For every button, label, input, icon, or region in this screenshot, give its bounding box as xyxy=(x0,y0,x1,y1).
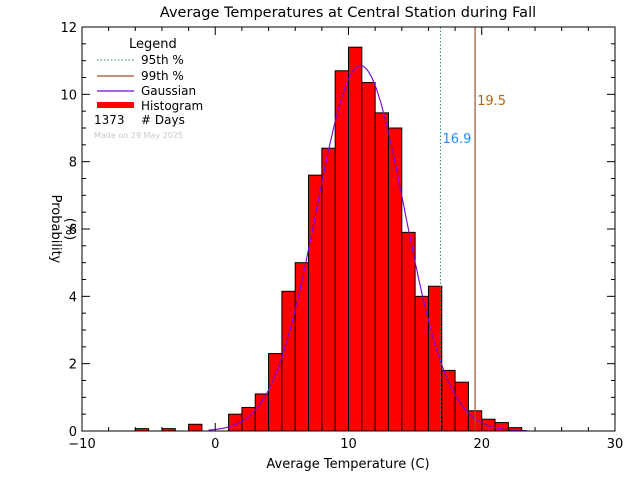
gaussian-curve xyxy=(208,65,528,432)
histogram-bar-10 xyxy=(321,147,336,432)
histogram-bar-4 xyxy=(241,406,256,432)
legend-swatch-histogram xyxy=(97,102,134,108)
histogram-bar-7 xyxy=(281,290,296,432)
histogram-bar-12 xyxy=(348,46,363,432)
histogram-bar-8 xyxy=(294,262,310,432)
legend-count-value: 1373 xyxy=(94,113,125,127)
legend-entry-histogram: Histogram xyxy=(141,99,203,113)
histogram-bar-20 xyxy=(454,381,469,432)
histogram-bar-13 xyxy=(361,82,376,432)
y-tick-label: 2 xyxy=(69,358,77,373)
y-tick-label: 6 xyxy=(69,223,77,238)
x-axis-label: Average Temperature (C) xyxy=(266,457,429,472)
legend-entry-p99: 99th % xyxy=(141,69,184,83)
y-tick-label: 8 xyxy=(69,156,77,171)
y-tick-label: 12 xyxy=(60,21,77,36)
chart-title: Average Temperatures at Central Station … xyxy=(160,5,536,21)
histogram-bar-19 xyxy=(441,369,456,432)
legend: Legend 95th % 99th % Gaussian Histogram … xyxy=(94,37,203,140)
y-tick-label: 0 xyxy=(69,425,77,440)
histogram-bar-17 xyxy=(414,295,429,432)
y-axis-label-group: Probability (%) xyxy=(48,195,77,264)
legend-title: Legend xyxy=(129,37,177,52)
histogram-bar-2 xyxy=(188,423,203,432)
legend-entry-gaussian: Gaussian xyxy=(141,84,196,98)
histogram-bar-6 xyxy=(268,353,283,432)
made-on-note: Made on 29 May 2025 xyxy=(94,131,183,140)
histogram-bar-16 xyxy=(401,231,416,432)
histogram-bar-11 xyxy=(334,70,349,432)
legend-count-label: # Days xyxy=(141,113,185,127)
y-tick-label: 10 xyxy=(60,88,77,103)
histogram-bar-15 xyxy=(387,127,403,432)
y-axis-label: Probability xyxy=(48,195,63,264)
x-tick-label: 10 xyxy=(340,437,357,452)
p95-value-label: 16.9 xyxy=(442,132,471,147)
x-tick-label: 20 xyxy=(473,437,490,452)
histogram-bar-22 xyxy=(481,418,496,432)
x-tick-label: 30 xyxy=(607,437,624,452)
legend-entry-p95: 95th % xyxy=(141,53,184,67)
x-tick-label: −10 xyxy=(68,437,95,452)
p99-value-label: 19.5 xyxy=(477,94,506,109)
x-tick-label: 0 xyxy=(211,437,219,452)
y-axis-unit: (%) xyxy=(62,218,77,241)
histogram-bar-5 xyxy=(254,393,270,432)
y-tick-label: 4 xyxy=(69,290,77,305)
histogram-bar-14 xyxy=(374,112,389,432)
